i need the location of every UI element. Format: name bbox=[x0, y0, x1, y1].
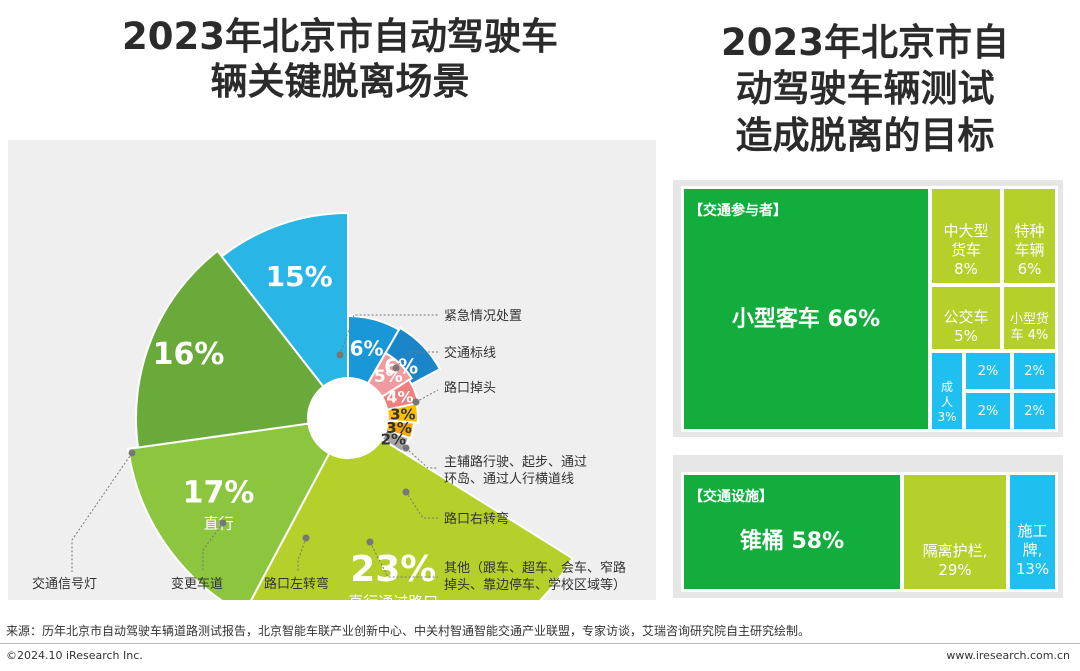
treemap-cell-label: 公交车 5% bbox=[943, 308, 989, 345]
rose-outer-category-label: 环岛、通过人行横道线 bbox=[444, 471, 574, 487]
treemap-cell bbox=[1011, 390, 1058, 432]
treemap-cell-label: 小型货车 4% bbox=[1009, 312, 1049, 344]
leader-dot bbox=[392, 364, 400, 372]
rose-outer-category-label: 主辅路行驶、起步、通过 bbox=[444, 454, 587, 470]
rose-outer-category-label: 掉头、靠边停车、学校区域等） bbox=[444, 577, 626, 593]
rose-value-label: 23% bbox=[350, 549, 436, 590]
leader-dot bbox=[302, 534, 310, 542]
rose-value-label: 6% bbox=[350, 336, 384, 360]
leader-line bbox=[71, 452, 133, 572]
rose-value-label: 3% bbox=[386, 419, 411, 437]
footer-divider bbox=[0, 643, 1080, 644]
left-chart-title: 2023年北京市自动驾驶车 辆关键脱离场景 bbox=[60, 14, 620, 104]
treemap-cell-label: 施工 牌, 13% bbox=[1015, 522, 1050, 578]
source-note: 来源：历年北京市自动驾驶车辆道路测试报告，北京智能车联产业创新中心、中关村智通智… bbox=[6, 624, 811, 638]
leader-line bbox=[405, 491, 438, 519]
rose-outer-category-label: 路口左转弯 bbox=[264, 576, 329, 592]
right-title-line-2: 动驾驶车辆测试 bbox=[735, 67, 995, 111]
treemap-cell-label: 2% bbox=[977, 364, 999, 379]
leader-line bbox=[405, 447, 438, 469]
rose-outer-category-label: 变更车道 bbox=[171, 576, 223, 592]
treemap-cell-label: 特种 车辆 6% bbox=[1014, 222, 1045, 278]
leader-dot bbox=[402, 444, 410, 452]
treemap-group-label: 【交通参与者】 bbox=[689, 203, 787, 219]
rose-outer-category-label: 交通信号灯 bbox=[32, 576, 97, 592]
treemap-cell bbox=[681, 186, 931, 432]
treemap-cell bbox=[1011, 350, 1058, 392]
treemap-cell-label: 成人 3% bbox=[937, 380, 957, 424]
rose-outer-category-label: 交通标线 bbox=[444, 345, 496, 361]
leader-dot bbox=[412, 398, 420, 406]
rose-value-label: 17% bbox=[183, 476, 255, 511]
rose-value-label: 15% bbox=[266, 260, 333, 293]
rose-segment bbox=[250, 437, 575, 600]
right-chart-title: 2023年北京市自 动驾驶车辆测试 造成脱离的目标 bbox=[690, 20, 1040, 159]
rose-outer-category-label: 路口掉头 bbox=[444, 380, 496, 396]
treemap-cell bbox=[681, 472, 903, 592]
rose-value-label: 6% bbox=[384, 355, 418, 379]
leader-dot bbox=[366, 538, 374, 546]
leader-dot bbox=[336, 351, 344, 359]
treemap-cell-label: 隔离护栏, 29% bbox=[922, 542, 988, 579]
treemap-cell bbox=[1001, 186, 1058, 286]
treemap-cell bbox=[1001, 284, 1058, 352]
rose-inner-category-label: 直行 bbox=[204, 515, 234, 533]
treemap-cell-label: 2% bbox=[977, 404, 999, 419]
treemap-cell-label: 小型客车 66% bbox=[731, 307, 881, 332]
right-title-line-1: 2023年北京市自 bbox=[721, 21, 1009, 64]
rose-chart: 23%直行通过路口17%直行16%15%6%6%5%4%3%3%2%交通信号灯变… bbox=[32, 211, 626, 600]
treemap-cell-label: 2% bbox=[1024, 364, 1045, 379]
rose-value-label: 4% bbox=[386, 388, 413, 407]
left-title-line-2: 辆关键脱离场景 bbox=[210, 60, 470, 104]
rose-outer-category-label: 其他（跟车、超车、会车、窄路 bbox=[444, 560, 626, 576]
website-link[interactable]: www.iresearch.com.cn bbox=[946, 649, 1070, 662]
treemap-cell-label: 中大型 货车 8% bbox=[943, 222, 989, 278]
rose-value-label: 16% bbox=[153, 337, 225, 372]
treemap-cell bbox=[1007, 472, 1058, 592]
right-title-line-3: 造成脱离的目标 bbox=[735, 113, 995, 157]
leader-line bbox=[395, 351, 438, 369]
leader-line bbox=[202, 522, 224, 572]
rose-outer-category-label: 路口右转弯 bbox=[444, 511, 509, 527]
leader-dot bbox=[219, 519, 227, 527]
treemap-cell-label: 2% bbox=[1024, 404, 1045, 419]
rose-value-label: 2% bbox=[381, 430, 406, 448]
copyright: ©2024.10 iResearch Inc. bbox=[6, 649, 143, 662]
rose-inner-category-label: 直行通过路口 bbox=[348, 593, 438, 600]
treemap-cell bbox=[901, 472, 1009, 592]
treemap-group-label: 【交通设施】 bbox=[689, 489, 773, 505]
rose-value-label: 5% bbox=[374, 367, 403, 387]
leader-line bbox=[415, 389, 439, 403]
rose-outer-category-label: 紧急情况处置 bbox=[444, 309, 522, 324]
left-title-line-1: 2023年北京市自动驾驶车 bbox=[122, 15, 558, 58]
rose-chart-panel: 23%直行通过路口17%直行16%15%6%6%5%4%3%3%2%交通信号灯变… bbox=[8, 140, 656, 600]
leader-dot bbox=[128, 449, 136, 457]
rose-value-label: 3% bbox=[390, 405, 415, 423]
treemap-cell-label: 锥桶 58% bbox=[739, 529, 845, 554]
leader-line bbox=[369, 541, 438, 578]
leader-dot bbox=[402, 488, 410, 496]
rose-center-hole bbox=[308, 378, 388, 458]
